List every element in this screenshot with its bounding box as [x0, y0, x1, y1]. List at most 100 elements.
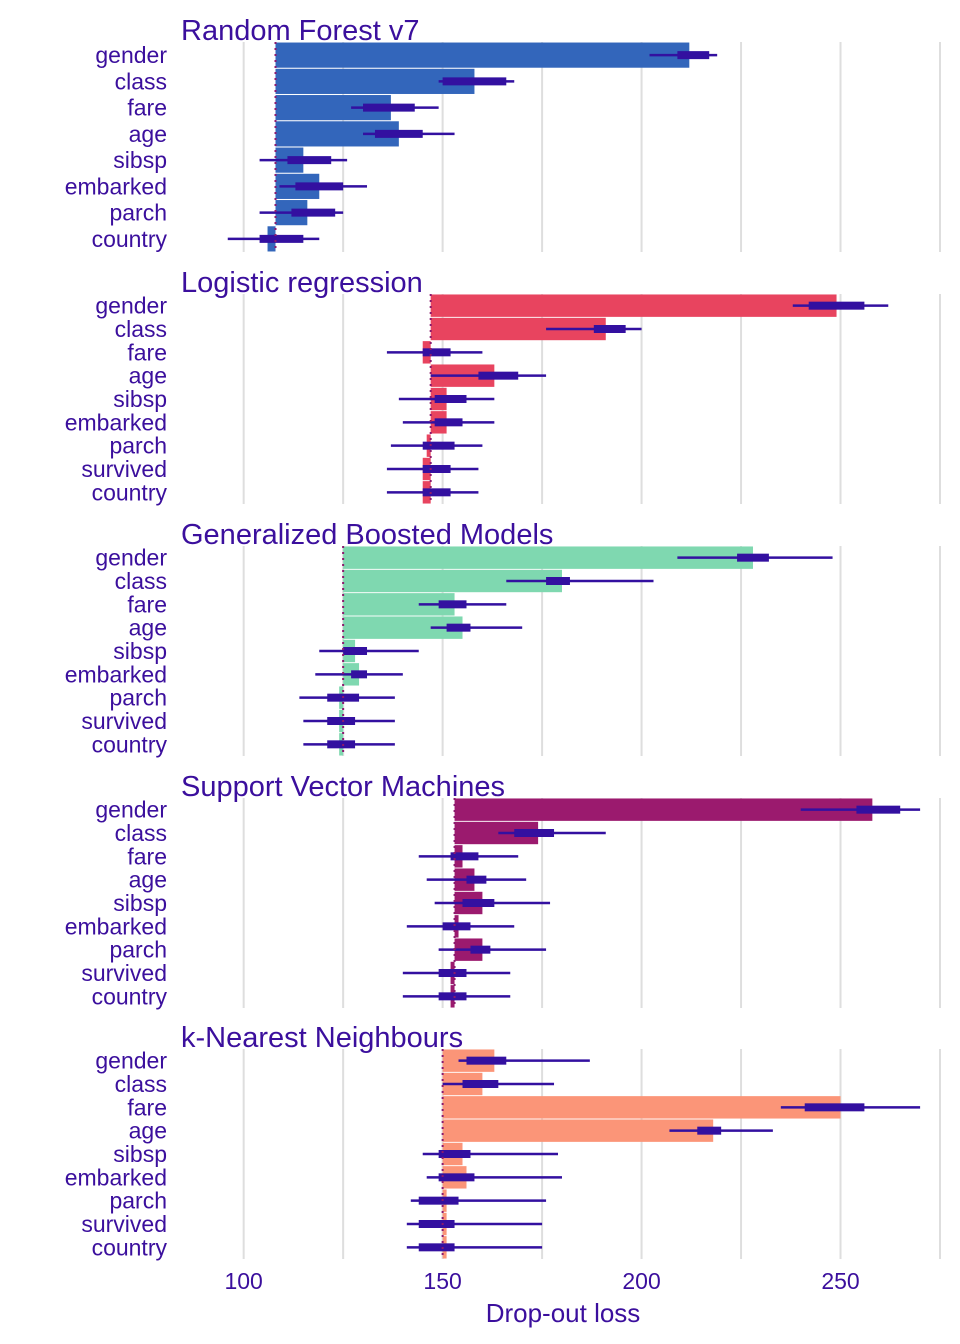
panel-0: Random Forest v7 genderclassfareagesibspe…: [65, 15, 718, 252]
feature-class: class: [115, 316, 642, 342]
category-label: parch: [109, 200, 167, 226]
box: [677, 51, 710, 60]
feature-sibsp: sibsp: [113, 890, 551, 916]
feature-gender: gender: [95, 545, 833, 571]
box: [442, 77, 507, 86]
panels-layer: Random Forest v7genderclassfareagesibspe…: [65, 15, 921, 1260]
category-label: parch: [109, 433, 167, 459]
box: [438, 969, 467, 977]
box: [466, 1056, 507, 1065]
feature-age: age: [129, 1118, 773, 1144]
panel-title: Generalized Boosted Models: [181, 519, 553, 551]
feature-survived: survived: [81, 1211, 543, 1237]
x-tick-label: 250: [821, 1268, 859, 1294]
box: [808, 301, 865, 310]
category-label: class: [115, 568, 167, 594]
box: [374, 129, 423, 138]
category-label: fare: [127, 95, 167, 121]
panel-3: Support Vector Machines genderclassfareag…: [65, 771, 921, 1009]
category-label: fare: [127, 339, 167, 365]
feature-parch: parch: [109, 685, 395, 711]
feature-class: class: [115, 68, 515, 94]
category-label: age: [129, 121, 167, 147]
feature-fare: fare: [127, 591, 507, 617]
feature-gender: gender: [95, 797, 921, 823]
bar: [275, 42, 690, 68]
bar: [343, 546, 753, 569]
box: [478, 371, 519, 380]
box: [259, 234, 304, 243]
box: [327, 740, 356, 749]
category-label: fare: [127, 843, 167, 869]
feature-sibsp: sibsp: [113, 147, 348, 173]
panel-title: k-Nearest Neighbours: [181, 1022, 463, 1054]
category-label: embarked: [65, 409, 167, 435]
box: [856, 805, 901, 814]
category-label: survived: [81, 960, 167, 986]
panel-2: Generalized Boosted Models genderclassfar…: [65, 519, 833, 757]
feature-gender: gender: [95, 1048, 590, 1074]
box: [737, 553, 769, 562]
feature-country: country: [92, 226, 320, 252]
feature-embarked: embarked: [65, 173, 368, 199]
feature-fare: fare: [127, 1094, 921, 1120]
feature-age: age: [129, 121, 455, 147]
panel-title: Support Vector Machines: [181, 771, 505, 803]
bar: [442, 1119, 714, 1142]
feature-fare: fare: [127, 339, 483, 365]
category-label: country: [92, 226, 168, 252]
category-label: parch: [109, 937, 167, 963]
category-label: parch: [109, 685, 167, 711]
feature-class: class: [115, 820, 606, 846]
category-label: sibsp: [113, 1141, 167, 1167]
box: [295, 182, 344, 191]
bar: [454, 798, 873, 821]
feature-fare: fare: [127, 95, 439, 121]
feature-gender: gender: [95, 293, 889, 319]
feature-parch: parch: [109, 1188, 547, 1214]
box: [546, 577, 570, 585]
category-label: sibsp: [113, 147, 167, 173]
feature-country: country: [92, 479, 479, 505]
box: [327, 717, 356, 725]
bar: [343, 593, 455, 616]
category-label: age: [129, 1118, 167, 1144]
feature-country: country: [92, 731, 395, 757]
category-label: country: [92, 1234, 168, 1260]
category-label: country: [92, 479, 168, 505]
bar: [430, 294, 837, 317]
panel-title: Random Forest v7: [181, 15, 420, 47]
feature-country: country: [92, 983, 511, 1009]
box: [466, 875, 487, 884]
box: [418, 1243, 455, 1252]
box: [434, 395, 467, 403]
panel-title: Logistic regression: [181, 267, 423, 299]
feature-embarked: embarked: [65, 409, 495, 435]
category-label: survived: [81, 456, 167, 482]
box: [438, 600, 467, 609]
box: [450, 852, 479, 861]
x-tick-label: 100: [224, 1268, 262, 1294]
bar: [442, 1096, 841, 1119]
box: [446, 623, 471, 632]
box: [351, 670, 368, 679]
category-label: class: [115, 820, 167, 846]
category-label: parch: [109, 1188, 167, 1214]
feature-age: age: [129, 867, 527, 893]
box: [422, 441, 455, 450]
category-label: class: [115, 68, 167, 94]
box: [422, 488, 451, 497]
bar: [343, 569, 562, 593]
feature-class: class: [115, 1071, 555, 1097]
box: [514, 829, 555, 837]
x-axis: Drop-out loss 100 150 200 250: [224, 1268, 859, 1328]
feature-sibsp: sibsp: [113, 1141, 559, 1167]
feature-gender: gender: [95, 42, 718, 68]
feature-age: age: [129, 615, 523, 641]
box: [418, 1196, 459, 1205]
panel-4: k-Nearest Neighbours genderclassfareagesi…: [65, 1022, 921, 1260]
category-label: country: [92, 731, 168, 757]
category-label: fare: [127, 1094, 167, 1120]
category-label: gender: [95, 42, 167, 68]
